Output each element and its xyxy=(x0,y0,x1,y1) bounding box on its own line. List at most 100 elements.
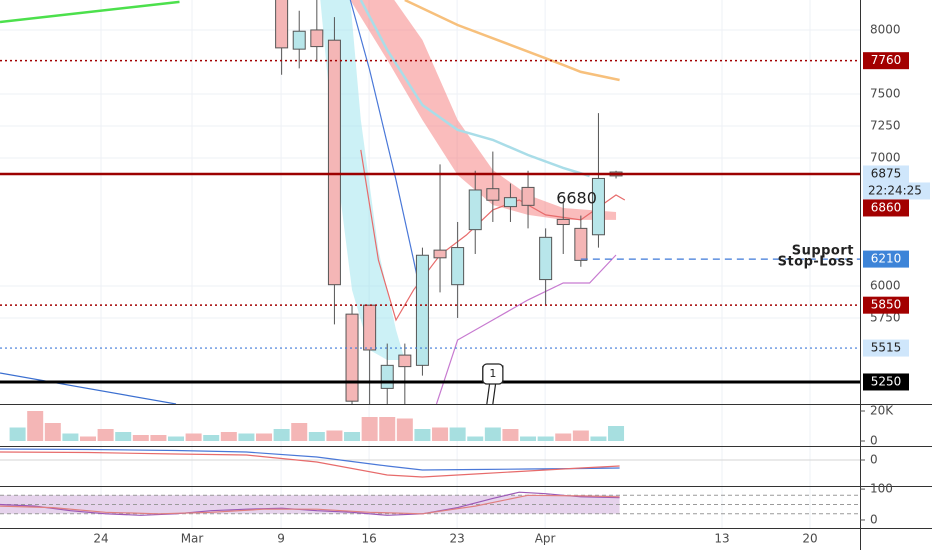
volume-bar xyxy=(308,432,325,441)
volume-bar xyxy=(414,429,431,441)
level-label: 5515 xyxy=(871,341,902,355)
level-label: 7760 xyxy=(871,53,902,67)
volume-bar xyxy=(291,423,308,441)
volume-bar xyxy=(608,426,625,441)
y-tick-label: 5750 xyxy=(870,310,901,324)
y-tick-label: 0 xyxy=(870,453,878,467)
y-tick-label: 0 xyxy=(870,512,878,526)
level-label: 5250 xyxy=(871,374,902,388)
indicator-line xyxy=(0,491,620,516)
x-tick-label: 20 xyxy=(802,532,817,546)
level-label-bg xyxy=(863,52,909,70)
price-label-bg xyxy=(863,199,909,217)
indicator-line xyxy=(0,494,620,515)
level-label-bg xyxy=(863,296,909,314)
candle-body xyxy=(591,177,605,236)
candle-body xyxy=(486,188,500,201)
candle-body xyxy=(415,254,429,366)
level-label-bg xyxy=(863,373,909,391)
volume-bar xyxy=(273,429,290,441)
candle-body xyxy=(292,30,306,50)
indicator-line xyxy=(435,254,617,404)
x-tick-label: 16 xyxy=(361,532,376,546)
indicator-line xyxy=(0,451,620,478)
price-pane: 6680 1 xyxy=(0,0,860,404)
price-label: 6860 xyxy=(871,200,902,214)
x-tick-label: 24 xyxy=(93,532,108,546)
x-tick-label: 23 xyxy=(449,532,464,546)
level-note: Stop-Loss xyxy=(778,255,854,270)
y-tick-label: 0 xyxy=(870,434,878,448)
y-tick-label: 100 xyxy=(870,482,893,496)
candle-body xyxy=(327,39,341,286)
level-note: Support xyxy=(792,244,854,259)
indicator-line xyxy=(404,0,620,82)
candle-body xyxy=(468,189,482,231)
candle-body xyxy=(574,227,588,261)
volume-bar xyxy=(203,435,220,441)
x-tick-label: 13 xyxy=(714,532,729,546)
level-label: 6210 xyxy=(871,252,902,266)
volume-bar xyxy=(379,417,396,441)
volume-bar xyxy=(27,411,44,441)
x-tick-label: 9 xyxy=(277,532,285,546)
indicator-line xyxy=(0,0,180,24)
candle-body xyxy=(398,354,412,368)
volume-bar xyxy=(220,432,237,441)
indicator-line xyxy=(359,0,590,178)
countdown: 22:24:25 xyxy=(868,183,922,197)
volume-bar xyxy=(168,436,185,441)
cloud-band xyxy=(350,0,617,220)
volume-bar xyxy=(115,432,132,441)
y-tick-label: 7500 xyxy=(870,86,901,100)
volume-bar xyxy=(449,427,466,441)
rsi-pane xyxy=(0,491,860,516)
macd-pane xyxy=(0,448,860,478)
volume-bar xyxy=(238,433,255,441)
candle-body xyxy=(363,304,377,351)
y-tick-label: 20K xyxy=(870,404,894,418)
candle-body xyxy=(521,186,535,206)
level-label-bg xyxy=(863,339,909,357)
candle-body xyxy=(345,313,359,402)
y-tick-label: 8000 xyxy=(870,22,901,36)
y-tick-label: 7000 xyxy=(870,150,901,164)
x-tick-label: Mar xyxy=(181,532,204,546)
volume-bar xyxy=(432,427,449,441)
candle-body xyxy=(539,236,553,281)
candle-body xyxy=(275,0,289,49)
volume-bar xyxy=(97,429,114,441)
volume-bar xyxy=(537,436,554,441)
indicator-line xyxy=(0,372,177,404)
indicator-line xyxy=(0,448,620,471)
annotation: 6680 xyxy=(556,188,597,207)
volume-bar xyxy=(132,435,149,441)
volume-bar xyxy=(62,433,79,441)
level-label: 6875 xyxy=(871,166,902,180)
marker-label: 1 xyxy=(489,367,496,380)
candle-body xyxy=(310,29,324,48)
cloud-band xyxy=(320,0,405,360)
candle-body xyxy=(380,364,394,389)
volume-bar xyxy=(467,436,484,441)
volume-bar xyxy=(150,435,167,441)
volume-bar xyxy=(520,436,537,441)
volume-bar xyxy=(80,436,97,441)
level-label-bg xyxy=(863,165,909,183)
volume-bar xyxy=(361,417,378,441)
y-tick-label: 7250 xyxy=(870,118,901,132)
volume-bar xyxy=(326,430,343,441)
volume-bar xyxy=(44,423,61,441)
candle-body xyxy=(503,197,517,208)
level-label: 5850 xyxy=(871,298,902,312)
candle-body xyxy=(433,249,447,259)
level-label-bg xyxy=(863,250,909,268)
volume-bar xyxy=(256,433,273,441)
marker-box xyxy=(482,363,504,385)
volume-bar xyxy=(396,418,413,441)
y-tick-label: 6000 xyxy=(870,278,901,292)
candle-body xyxy=(451,247,465,286)
volume-bar xyxy=(590,436,607,441)
